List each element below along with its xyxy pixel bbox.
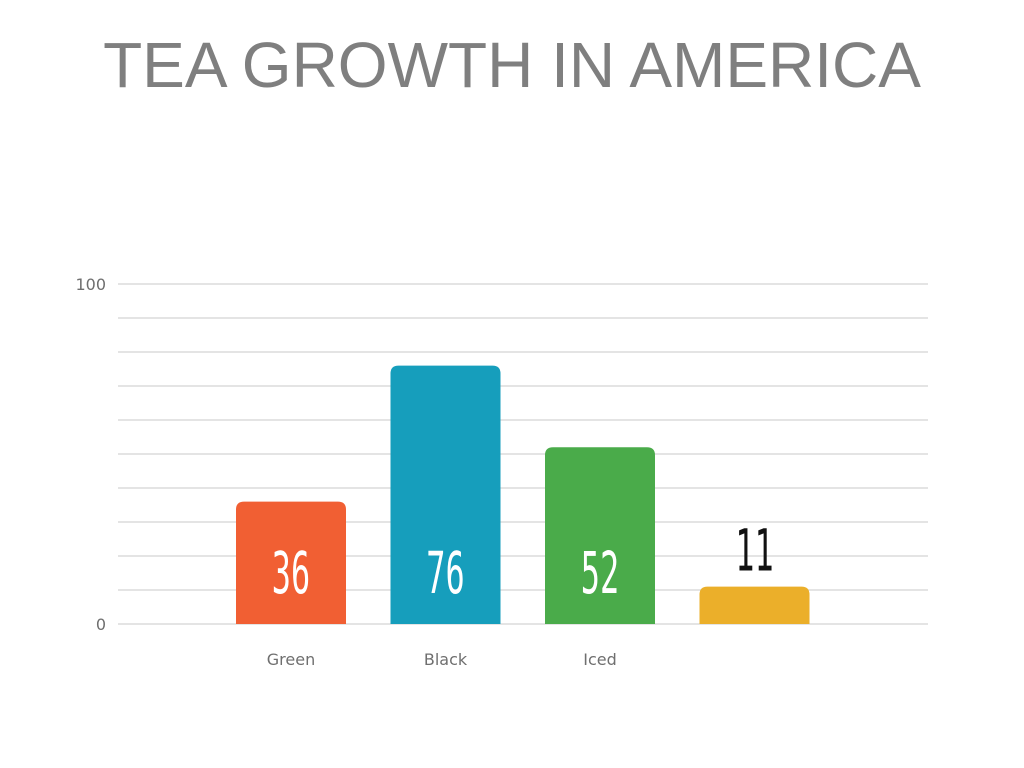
- slide-title: TEA GROWTH IN AMERICA: [103, 29, 921, 101]
- category-label: Iced: [583, 650, 617, 669]
- bar-iced: [545, 447, 655, 624]
- data-label: 52: [581, 541, 619, 608]
- bar-green: [236, 501, 346, 624]
- y-tick-label: 0: [96, 615, 106, 634]
- bar-black: [390, 365, 501, 624]
- y-tick-label: 100: [75, 275, 106, 294]
- bars: [236, 365, 810, 624]
- data-labels: 36 76 52 11: [272, 519, 774, 608]
- category-labels: Green Black Iced: [267, 650, 617, 669]
- data-label: 76: [426, 541, 464, 608]
- bar-unlabeled: [699, 586, 810, 624]
- category-label: Green: [267, 650, 315, 669]
- data-label: 11: [735, 519, 773, 586]
- y-axis-ticks: 0 100: [75, 275, 106, 634]
- category-label: Black: [424, 650, 468, 669]
- data-label: 36: [272, 541, 310, 608]
